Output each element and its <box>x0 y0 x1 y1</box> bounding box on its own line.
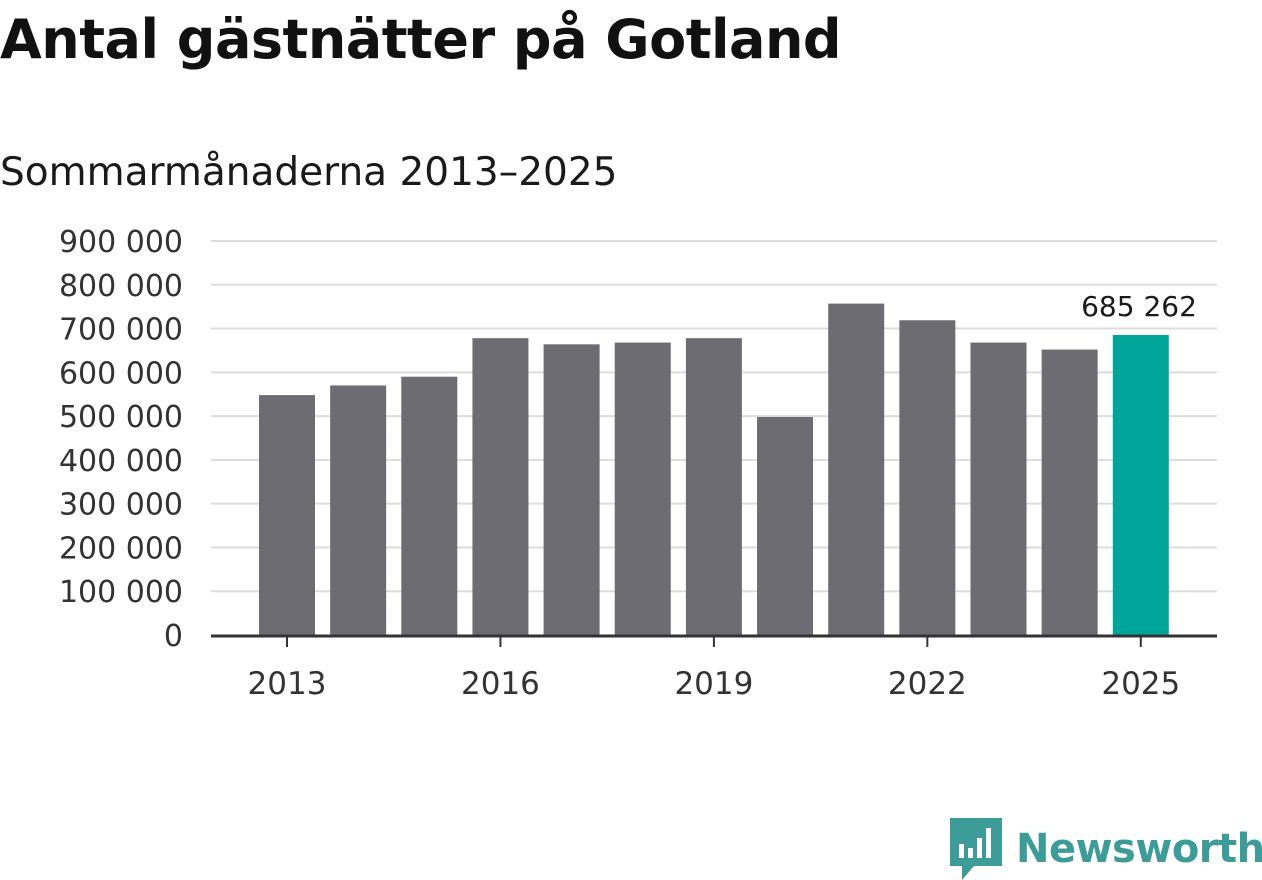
bar-2016 <box>472 338 529 635</box>
x-tick-label: 2022 <box>888 666 967 702</box>
data-label: 685 262 <box>1081 290 1197 323</box>
x-tick-label: 2016 <box>461 666 540 702</box>
y-tick-label: 500 000 <box>59 400 183 435</box>
y-tick-label: 0 <box>164 619 183 654</box>
bar-2018 <box>614 342 671 635</box>
bar-2024 <box>1041 349 1098 635</box>
brand-logo: Newsworthy <box>950 818 1262 880</box>
bar-2015 <box>401 376 458 635</box>
bar-2013 <box>259 395 315 635</box>
y-tick-label: 200 000 <box>59 531 183 566</box>
bars <box>259 303 1169 635</box>
x-tick-label: 2019 <box>674 666 753 702</box>
labels: 0 100 000 200 000 300 000 400 000 500 000 600 … <box>59 225 1197 702</box>
bar-2014 <box>330 385 387 635</box>
y-tick-label: 800 000 <box>59 269 183 304</box>
chart-title: Antal gästnätter på Gotland <box>0 8 842 71</box>
x-tick-label: 2013 <box>248 666 327 702</box>
y-tick-label: 300 000 <box>59 488 183 523</box>
x-tick-label: 2025 <box>1101 666 1180 702</box>
bar-2019 <box>685 338 742 635</box>
bar-2021 <box>828 303 885 635</box>
brand-name: Newsworthy <box>1016 826 1262 872</box>
bar-2023 <box>970 342 1027 635</box>
newsworthy-logo-icon <box>950 818 1002 880</box>
bar-chart: 0 100 000 200 000 300 000 400 000 500 000 600 … <box>59 225 1217 702</box>
bar-2017 <box>543 344 600 635</box>
axes <box>211 634 1217 647</box>
bar-2020 <box>757 416 814 635</box>
y-tick-label: 100 000 <box>59 575 183 610</box>
bar-2022 <box>899 320 956 635</box>
chart-subtitle: Sommarmånaderna 2013–2025 <box>0 150 618 195</box>
y-tick-label: 600 000 <box>59 356 183 391</box>
y-tick-label: 700 000 <box>59 313 183 348</box>
y-tick-label: 900 000 <box>59 225 183 260</box>
y-tick-label: 400 000 <box>59 444 183 479</box>
bar-2025 <box>1112 335 1169 635</box>
